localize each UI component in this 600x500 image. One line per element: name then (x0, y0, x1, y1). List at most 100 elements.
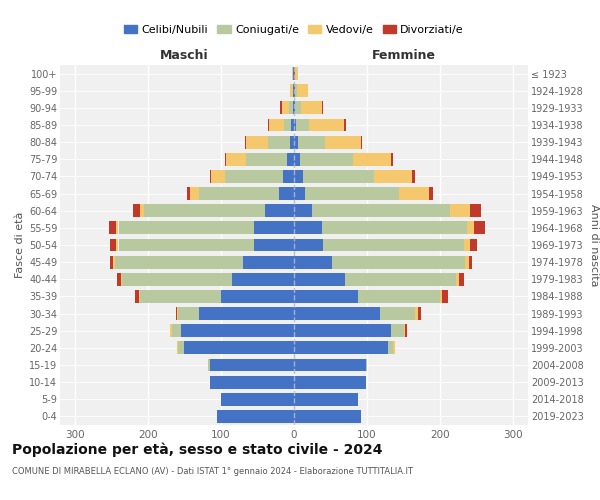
Bar (177, 307, 178, 320)
Bar (172, 324, 181, 337)
Bar (298, 136, 325, 148)
Bar (412, 170, 415, 183)
Bar (394, 342, 395, 354)
Bar (117, 273, 121, 285)
Bar (226, 153, 247, 166)
Bar (284, 118, 291, 132)
Bar (221, 290, 294, 303)
Bar (332, 256, 465, 268)
Bar (181, 324, 294, 337)
Bar (405, 324, 407, 337)
Bar (280, 187, 294, 200)
Bar (465, 256, 469, 268)
Bar (294, 222, 322, 234)
Text: Femmine: Femmine (372, 48, 436, 62)
Bar (210, 170, 211, 183)
Bar (294, 67, 295, 80)
Bar (170, 324, 172, 337)
Bar (294, 307, 380, 320)
Bar (291, 118, 294, 132)
Bar (296, 118, 310, 132)
Bar (109, 222, 116, 234)
Bar (294, 256, 332, 268)
Bar (247, 153, 287, 166)
Bar (458, 273, 464, 285)
Bar (280, 102, 281, 114)
Bar (464, 238, 470, 252)
Bar (294, 153, 300, 166)
Bar (121, 273, 122, 285)
Bar (294, 170, 303, 183)
Bar (199, 187, 280, 200)
Bar (116, 222, 118, 234)
Bar (358, 290, 440, 303)
Bar (210, 376, 294, 388)
Bar (294, 376, 365, 388)
Bar (217, 410, 294, 423)
Bar (440, 290, 442, 303)
Bar (290, 136, 294, 148)
Bar (292, 67, 293, 80)
Bar (391, 324, 404, 337)
Bar (295, 102, 301, 114)
Bar (470, 238, 477, 252)
Bar (295, 67, 298, 80)
Bar (119, 238, 254, 252)
Bar (187, 187, 190, 200)
Bar (293, 102, 294, 114)
Bar (294, 118, 296, 132)
Bar (294, 84, 295, 97)
Bar (178, 307, 199, 320)
Bar (398, 187, 429, 200)
Legend: Celibi/Nubili, Coniugati/e, Vedovi/e, Divorziati/e: Celibi/Nubili, Coniugati/e, Vedovi/e, Di… (119, 20, 469, 39)
Bar (268, 118, 269, 132)
Bar (294, 342, 388, 354)
Bar (178, 342, 184, 354)
Bar (415, 307, 418, 320)
Bar (210, 358, 294, 372)
Bar (269, 118, 284, 132)
Text: COMUNE DI MIRABELLA ECLANO (AV) - Dati ISTAT 1° gennaio 2024 - Elaborazione TUTT: COMUNE DI MIRABELLA ECLANO (AV) - Dati I… (12, 468, 413, 476)
Bar (268, 136, 290, 148)
Bar (450, 204, 470, 217)
Bar (474, 222, 485, 234)
Bar (122, 273, 232, 285)
Bar (442, 290, 448, 303)
Bar (224, 153, 226, 166)
Bar (323, 238, 464, 252)
Bar (322, 222, 467, 234)
Bar (119, 222, 254, 234)
Bar (295, 84, 297, 97)
Bar (245, 136, 247, 148)
Bar (294, 238, 323, 252)
Bar (177, 342, 178, 354)
Bar (301, 102, 322, 114)
Bar (388, 342, 394, 354)
Bar (110, 238, 116, 252)
Bar (136, 290, 139, 303)
Bar (457, 273, 458, 285)
Bar (325, 136, 361, 148)
Text: Popolazione per età, sesso e stato civile - 2024: Popolazione per età, sesso e stato civil… (12, 442, 383, 457)
Bar (283, 170, 294, 183)
Bar (361, 136, 362, 148)
Bar (289, 102, 293, 114)
Bar (470, 204, 481, 217)
Bar (294, 204, 312, 217)
Bar (110, 256, 113, 268)
Bar (297, 84, 308, 97)
Bar (247, 136, 268, 148)
Bar (294, 273, 345, 285)
Bar (344, 118, 346, 132)
Bar (303, 170, 374, 183)
Bar (294, 393, 358, 406)
Bar (265, 204, 294, 217)
Bar (312, 204, 450, 217)
Bar (224, 170, 283, 183)
Bar (116, 238, 118, 252)
Y-axis label: Fasce di età: Fasce di età (14, 212, 25, 278)
Bar (294, 358, 365, 372)
Bar (293, 67, 294, 80)
Bar (418, 307, 421, 320)
Bar (140, 204, 144, 217)
